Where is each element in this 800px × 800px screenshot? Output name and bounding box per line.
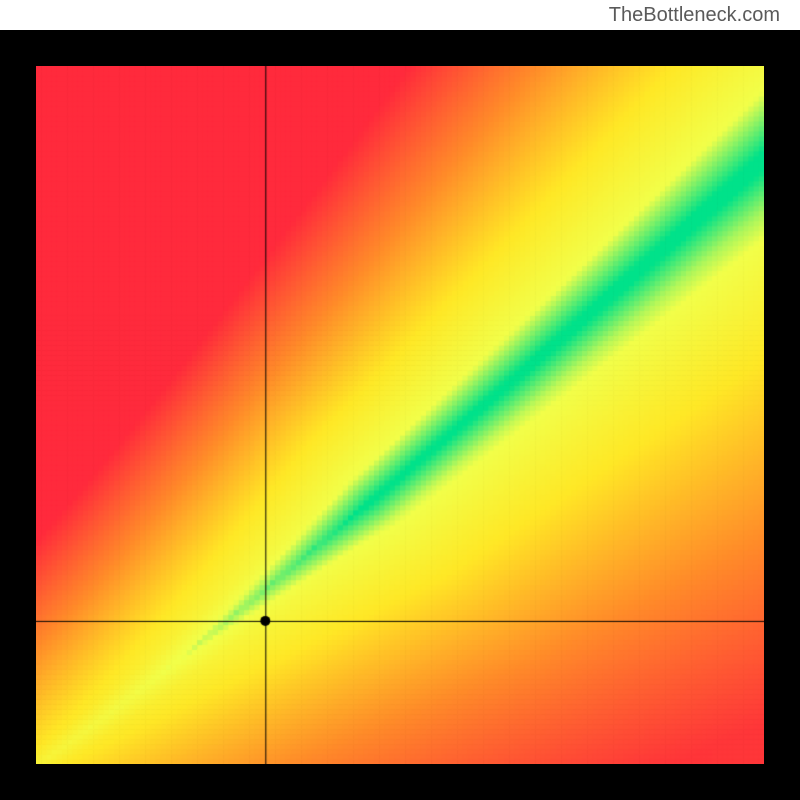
crosshair-overlay: [36, 66, 764, 764]
watermark: TheBottleneck.com: [609, 4, 780, 27]
